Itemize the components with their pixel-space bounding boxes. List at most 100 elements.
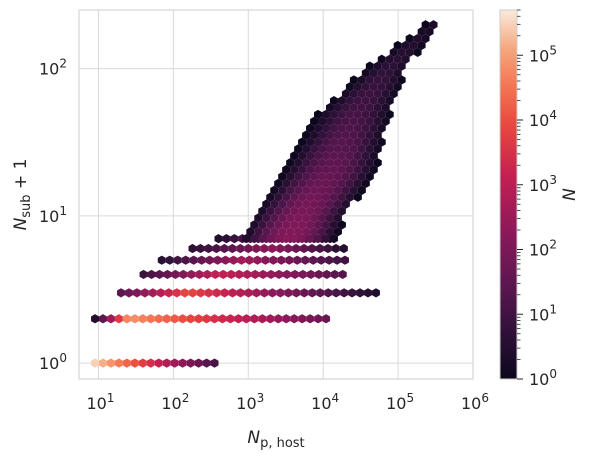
hexbin-cell bbox=[300, 288, 309, 298]
hexbin-cell bbox=[250, 220, 259, 230]
hexbin-cell bbox=[337, 165, 346, 175]
hexbin-cell bbox=[298, 192, 307, 202]
x-tick-label: 103 bbox=[236, 391, 264, 413]
hexbin-cell bbox=[385, 68, 394, 78]
hexbin-cell bbox=[345, 165, 354, 175]
hexbin-cell bbox=[310, 116, 319, 126]
hexbin-cell bbox=[276, 243, 285, 254]
hexbin-cell bbox=[155, 269, 164, 280]
hexbin-cell bbox=[353, 109, 362, 120]
hexbin-cell bbox=[294, 199, 303, 209]
hexbin-cell bbox=[122, 358, 131, 368]
hexbin-cell bbox=[357, 130, 366, 140]
hexbin-cell bbox=[308, 243, 316, 254]
hexbin-cell bbox=[322, 137, 330, 147]
hexbin-cell bbox=[170, 314, 179, 324]
hexbin-cell bbox=[357, 185, 366, 195]
hexbin-cell bbox=[269, 255, 278, 265]
hexbin-cell bbox=[393, 54, 402, 64]
hexbin-cell bbox=[197, 255, 206, 265]
hexbin-cell bbox=[365, 116, 374, 126]
hexbin-cell bbox=[203, 269, 212, 280]
hexbin-cell bbox=[341, 171, 350, 182]
hexbin-cell bbox=[349, 102, 358, 113]
hexbin-cell bbox=[337, 96, 346, 106]
plot-area: 101 102 103 104 105 106 100 101 102 Np, host Ns… bbox=[11, 9, 489, 451]
hexbin-cell bbox=[337, 151, 346, 161]
hexbin-cell bbox=[314, 178, 323, 189]
hexbin-cell bbox=[260, 288, 269, 298]
hexbin-cell bbox=[333, 144, 342, 154]
hexbin-cell bbox=[302, 171, 311, 182]
hexbin-cell bbox=[314, 220, 323, 230]
hexbin-cell bbox=[345, 151, 354, 161]
hexbin-cell bbox=[242, 314, 251, 324]
hexbin-cell bbox=[322, 192, 330, 202]
hexbin-cell bbox=[357, 171, 366, 182]
hexbin-cell bbox=[236, 288, 245, 298]
hexbin-cell bbox=[194, 358, 203, 368]
hexbin-cell bbox=[325, 255, 334, 265]
hexbin-cell bbox=[270, 227, 279, 237]
hexbin-cell bbox=[302, 185, 311, 195]
hexbin-cell bbox=[173, 255, 182, 265]
x-tick-label: 105 bbox=[386, 391, 414, 413]
hexbin-cell bbox=[266, 314, 275, 324]
hexbin-cell bbox=[361, 137, 370, 147]
hexbin-cell bbox=[172, 288, 181, 298]
hexbin-cell bbox=[369, 123, 378, 133]
hexbin-cell bbox=[397, 75, 406, 85]
hexbin-cell bbox=[353, 165, 362, 175]
hexbin-cell bbox=[290, 269, 299, 280]
hexbin-cell bbox=[290, 220, 299, 230]
hexbin-cell bbox=[262, 213, 271, 223]
hexbin-cell bbox=[314, 151, 323, 161]
hexbin-cell bbox=[229, 255, 238, 265]
hexbin-cell bbox=[284, 288, 293, 298]
hexbin-cell bbox=[306, 206, 315, 216]
hexbin-cell bbox=[329, 165, 338, 175]
hexbin-cell bbox=[349, 185, 358, 195]
hexbin-cell bbox=[205, 255, 214, 265]
hexbin-cell bbox=[361, 109, 370, 120]
hexbin-cell bbox=[357, 144, 366, 154]
hexbin-cell bbox=[324, 288, 333, 298]
hexbin-cell bbox=[187, 269, 196, 280]
hexbin-cell bbox=[377, 123, 386, 133]
hexbin-cell bbox=[290, 165, 299, 175]
hexbin-cell bbox=[130, 314, 139, 324]
hexbin-cell bbox=[165, 255, 174, 265]
hexbin-cell bbox=[262, 227, 271, 237]
hexbin-cell bbox=[329, 137, 338, 147]
hexbin-cell bbox=[329, 220, 338, 230]
hexbin-cell bbox=[146, 358, 155, 368]
hexbin-cell bbox=[329, 192, 338, 202]
hexbin-cell bbox=[345, 96, 354, 106]
hexbin-cell bbox=[306, 151, 315, 161]
hexbin-cell bbox=[282, 269, 291, 280]
hexbin-cell bbox=[308, 288, 317, 298]
hexbin-cell bbox=[322, 151, 330, 161]
hexbin-cell bbox=[322, 165, 330, 175]
hexbin-cell bbox=[389, 89, 398, 99]
y-tick-label: 101 bbox=[39, 204, 67, 226]
hexbin-cell bbox=[213, 255, 222, 265]
hexbin-cell bbox=[349, 116, 358, 126]
hexbin-cell bbox=[154, 314, 163, 324]
hexbin-cell bbox=[417, 40, 426, 51]
hexbin-cell bbox=[290, 234, 299, 244]
hexbin-cell bbox=[365, 158, 374, 168]
hexbin-cell bbox=[282, 192, 291, 202]
hexbin-cell bbox=[268, 288, 277, 298]
hexbin-cell bbox=[421, 33, 430, 44]
hexbin-cell bbox=[178, 358, 187, 368]
hexbin-cell bbox=[282, 178, 291, 189]
hexbin-cell bbox=[278, 227, 287, 237]
hexbin-cell bbox=[333, 116, 342, 126]
hexbin-cell bbox=[245, 255, 254, 265]
hexbin-cell bbox=[306, 137, 315, 147]
hexbin-cell bbox=[389, 75, 398, 85]
hexbin-cell bbox=[381, 89, 390, 99]
hexbin-cell bbox=[250, 314, 259, 324]
hexbin-cell bbox=[267, 269, 276, 280]
